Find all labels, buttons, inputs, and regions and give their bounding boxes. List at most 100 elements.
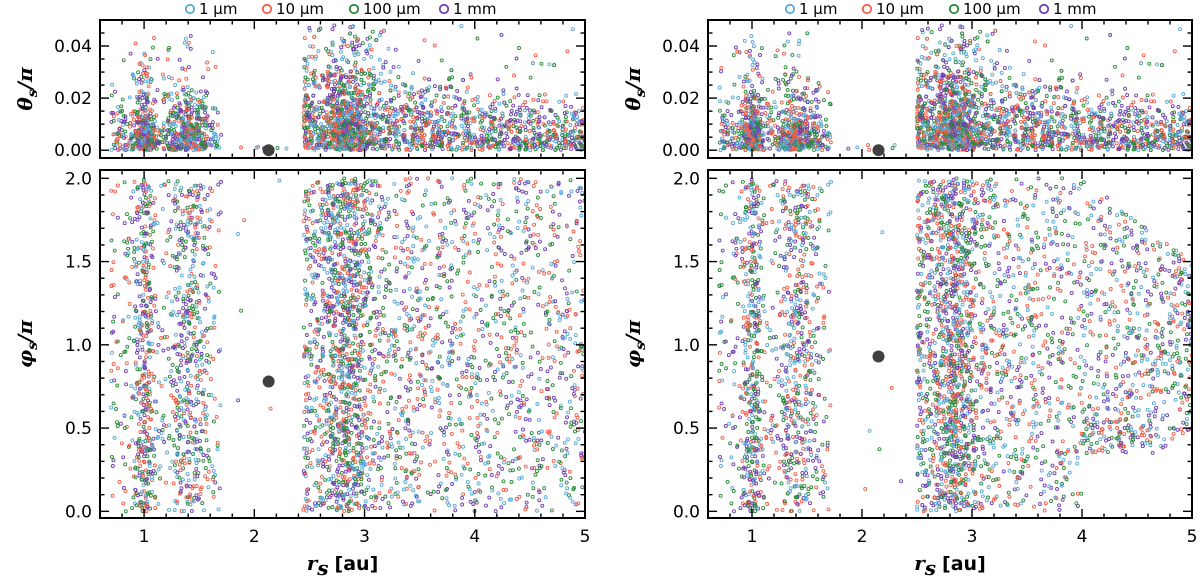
point-top-10um-2625: [552, 128, 557, 133]
point-bottom-100um-1050: [185, 501, 190, 506]
point-top-1um-2016: [449, 145, 454, 150]
point-bottom-100um-926: [134, 503, 139, 508]
point-bottom-1um-72: [165, 450, 170, 455]
point-bottom-10um-1285: [519, 330, 524, 335]
point-top-10um-1225: [541, 99, 546, 104]
point-bottom-1mm-939: [122, 221, 127, 226]
point-top-100um-30: [175, 95, 180, 100]
point-bottom-100um-418: [187, 320, 191, 325]
point-top-10um-2917: [489, 119, 494, 124]
point-bottom-100um-886: [183, 239, 188, 244]
point-top-1um-2108: [447, 122, 452, 127]
point-top-1um-2716: [436, 140, 441, 145]
point-bottom-1mm-867: [177, 352, 182, 357]
point-top-100um-2490: [531, 125, 536, 130]
point-bottom-1um-516: [132, 259, 137, 264]
point-bottom-100um-262: [111, 319, 116, 324]
point-bottom-100um-994: [140, 505, 145, 510]
point-top-1mm-2699: [532, 110, 537, 115]
point-top-100um-890: [123, 129, 128, 134]
point-bottom-10um-1117: [377, 401, 382, 406]
point-top-1mm-2983: [317, 142, 322, 147]
point-top-100um-786: [164, 136, 168, 141]
point-top-10um-2997: [427, 119, 432, 124]
point-bottom-1um-264: [139, 240, 144, 245]
point-top-100um-2894: [549, 108, 554, 113]
point-top-1um-96: [116, 105, 120, 109]
point-top-10um-2369: [541, 122, 546, 127]
point-top-1mm-535: [177, 57, 182, 62]
point-bottom-10um-669: [211, 494, 216, 499]
point-top-100um-2886: [362, 104, 367, 109]
point-top-1mm-1747: [393, 84, 398, 89]
legend-marker-2: [948, 3, 960, 15]
point-bottom-1mm-527: [193, 359, 198, 364]
point-bottom-100um-1282: [370, 285, 374, 290]
point-bottom-1mm-475: [204, 358, 209, 363]
point-top-100um-138: [125, 121, 130, 126]
point-top-1mm-1691: [539, 105, 544, 110]
point-bottom-1mm-1435: [526, 227, 531, 232]
point-top-10um-2421: [464, 138, 469, 143]
point-top-1mm-2467: [396, 145, 401, 150]
point-top-1mm-2883: [325, 102, 329, 107]
point-top-10um-45: [161, 124, 166, 129]
point-top-100um-1346: [397, 147, 402, 152]
point-bottom-1um-1056: [141, 247, 146, 252]
point-bottom-1um-1644: [573, 441, 578, 446]
point-top-1um-356: [191, 96, 196, 101]
point-bottom-10um-905: [201, 401, 206, 405]
point-top-1um-2228: [359, 92, 364, 97]
point-bottom-1mm-1395: [488, 340, 493, 345]
point-bottom-1mm-295: [208, 186, 213, 191]
point-top-10um-797: [192, 132, 197, 137]
point-top-1um-756: [122, 147, 127, 152]
point-top-100um-1290: [408, 97, 413, 102]
point-bottom-100um-1202: [359, 482, 364, 487]
point-bottom-1mm-1655: [447, 361, 452, 366]
point-top-100um-1682: [409, 112, 413, 117]
point-top-10um-2677: [359, 67, 364, 72]
point-top-1mm-859: [189, 110, 194, 115]
point-bottom-1um-1552: [410, 430, 415, 435]
point-top-1mm-2831: [315, 142, 320, 147]
point-top-100um-2814: [518, 129, 523, 133]
point-bottom-100um-726: [125, 344, 130, 349]
point-bottom-10um-537: [198, 378, 203, 383]
point-top-10um-2541: [396, 90, 401, 95]
point-bottom-1um-204: [188, 373, 193, 378]
point-top-10um-3025: [423, 123, 428, 128]
point-bottom-10um-1061: [184, 402, 189, 407]
point-top-1um-3044: [439, 130, 444, 135]
point-top-100um-1514: [523, 128, 528, 133]
point-bottom-1mm-1755: [401, 499, 405, 504]
point-bottom-1mm-963: [194, 493, 199, 498]
point-bottom-1um-1120: [572, 383, 577, 388]
point-top-100um-798: [181, 122, 186, 126]
point-bottom-1um-1124: [558, 403, 563, 408]
point-top-1um-3096: [341, 147, 346, 151]
point-bottom-1mm-995: [212, 272, 216, 277]
point-top-100um-1614: [359, 72, 364, 76]
point-bottom-1mm-135: [137, 294, 142, 299]
point-bottom-100um-646: [181, 248, 186, 253]
point-bottom-100um-1074: [126, 246, 131, 251]
point-top-10um-2785: [330, 105, 335, 109]
point-top-100um-1842: [447, 77, 451, 82]
point-top-100um-3042: [563, 134, 568, 139]
point-bottom-100um-958: [111, 401, 116, 406]
point-top-1um-2792: [302, 97, 307, 102]
point-top-1mm-3079: [542, 115, 547, 120]
point-top-100um-2930: [383, 139, 388, 144]
point-bottom-10um-577: [184, 495, 189, 500]
point-bottom-100um-918: [172, 443, 177, 448]
point-top-1mm-575: [196, 129, 201, 134]
point-bottom-1um-604: [170, 459, 175, 464]
point-top-1mm-2963: [379, 144, 383, 149]
point-bottom-1mm-827: [205, 193, 210, 197]
point-bottom-10um-557: [151, 265, 156, 270]
point-top-10um-481: [155, 128, 160, 133]
point-bottom-1um-1396: [376, 284, 381, 289]
point-top-10um-2769: [385, 107, 390, 112]
point-bottom-1mm-1415: [367, 356, 372, 361]
